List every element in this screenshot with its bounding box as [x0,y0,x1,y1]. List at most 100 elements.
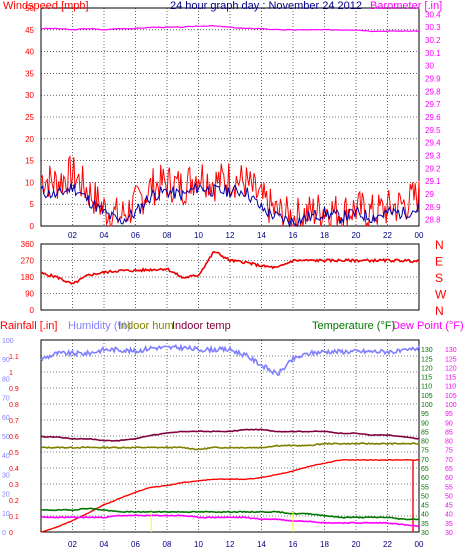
baro-tick-label: 29.3 [425,151,441,160]
dew-tick-label: 130 [445,347,457,354]
wind-tick-label: 20 [25,135,34,144]
rain-tick-label: 0.6 [9,434,19,441]
baro-tick-label: 29 [425,190,434,199]
rain-tick-label: 0.1 [9,514,19,521]
wind-x-tick-label: 22 [383,231,392,240]
wind-x-tick-label: 16 [289,231,298,240]
temp-tick-label: 70 [421,457,429,464]
windspeed-axis-title: Windspeed [mph] [3,0,89,12]
graph-title: 24 hour graph day : November 24 2012 [170,0,363,12]
dew-tick-label: 70 [445,457,453,464]
hum-tick-label: 60 [2,415,10,422]
wind-x-tick-label: 20 [352,231,361,240]
barometer-axis-title: Barometer [.in] [370,0,443,12]
dew-tick-label: 75 [445,448,453,455]
dir-compass-label: W [435,288,447,302]
dew-tick-label: 100 [445,402,457,409]
hum-tick-label: 70 [2,396,10,403]
baro-tick-label: 30.4 [425,10,441,19]
temp-tick-label: 120 [421,365,433,372]
baro-tick-label: 29.8 [425,87,441,96]
indoor-hum-line [40,442,420,451]
wind-baro-chart: 0 5 10 15 20 25 30 35 40 45 50 28.8 28.9 29 29.1 29.2 29… [25,4,441,231]
dew-tick-label: 45 [445,503,453,510]
temp-tick-label: 55 [421,484,429,491]
climate-x-tick-label: 20 [352,540,361,549]
dew-tick-label: 120 [445,365,457,372]
wind-avg-line [40,182,420,228]
climate-x-tick-label: 04 [100,540,109,549]
baro-tick-label: 30.3 [425,23,441,32]
rain-tick-label: 1 [9,370,13,377]
hum-tick-label: 10 [2,511,10,518]
wind-x-tick-label: 02 [68,231,77,240]
climate-x-tick-label: 10 [194,540,203,549]
baro-tick-label: 30.2 [425,36,441,45]
climate-x-tick-label: 06 [131,540,140,549]
baro-tick-label: 29.4 [425,139,441,148]
wind-tick-label: 10 [25,178,34,187]
temp-tick-label: 110 [421,384,432,391]
climate-x-tick-label: 12 [226,540,235,549]
dir-frame [40,243,420,311]
wind-x-tick-label: 10 [194,231,203,240]
wind-tick-label: 35 [25,69,34,78]
dir-compass-label: S [435,271,443,285]
climate-x-tick-label: 00 [415,540,424,549]
climate-x-tick-label: 14 [257,540,266,549]
wind-tick-label: 45 [25,26,34,35]
baro-tick-label: 29.7 [425,100,441,109]
dew-tick-label: 110 [445,384,456,391]
temp-tick-label: 40 [421,512,429,519]
wind-x-tick-label: 08 [163,231,172,240]
hum-tick-label: 100 [2,338,14,345]
humidity-line [40,343,420,377]
temp-tick-label: 80 [421,439,429,446]
rain-tick-label: 0.7 [9,418,19,425]
dew-tick-label: 125 [445,356,457,363]
rain-tick-label: 0.4 [9,466,19,473]
wind-tick-label: 30 [25,91,34,100]
baro-tick-label: 29.5 [425,126,441,135]
temp-tick-label: 65 [421,466,429,473]
temperature-axis-title: Temperature (°F) [312,320,396,332]
wind-x-tick-label: 12 [226,231,235,240]
rainfall-line [40,458,420,533]
temp-tick-label: 125 [421,356,433,363]
indoor-temp-line [41,428,420,442]
baro-tick-label: 30 [425,62,434,71]
climate-x-tick-label: 22 [383,540,392,549]
dew-tick-label: 35 [445,521,453,528]
wind-tick-label: 0 [30,222,35,231]
dir-compass-label: E [435,255,443,269]
rain-tick-label: 0.3 [9,482,19,489]
temp-tick-label: 60 [421,475,429,482]
temp-tick-label: 100 [421,402,433,409]
dir-tick-label: 0 [30,306,35,315]
temp-tick-label: 30 [421,530,429,537]
dew-point-line [40,514,420,528]
baro-tick-label: 29.2 [425,164,441,173]
dir-tick-label: 90 [25,290,34,299]
hum-tick-label: 20 [2,492,10,499]
dir-compass-label: N [435,238,444,252]
dew-tick-label: 60 [445,475,453,482]
rain-tick-label: 0.2 [9,498,19,505]
hum-tick-label: 80 [2,376,10,383]
wind-tick-label: 40 [25,48,34,57]
rain-tick-label: 0.5 [9,450,19,457]
wind-tick-label: 50 [25,4,34,13]
wind-tick-label: 15 [25,157,34,166]
x-axis-ticks: 02 02 04 04 06 06 08 08 10 10 12 12 14 14 16 16 18 18 20 20… [68,231,424,549]
temp-tick-label: 35 [421,521,429,528]
rain-tick-label: 0.8 [9,402,19,409]
wind-x-tick-label: 14 [257,231,266,240]
rainfall-axis-title: Rainfall [.in] [0,320,58,332]
temperature-line [40,507,419,521]
dew-tick-label: 30 [445,530,453,537]
dew-tick-label: 90 [445,420,453,427]
dir-tick-label: 270 [21,257,35,266]
dir-compass-label: N [435,304,444,318]
